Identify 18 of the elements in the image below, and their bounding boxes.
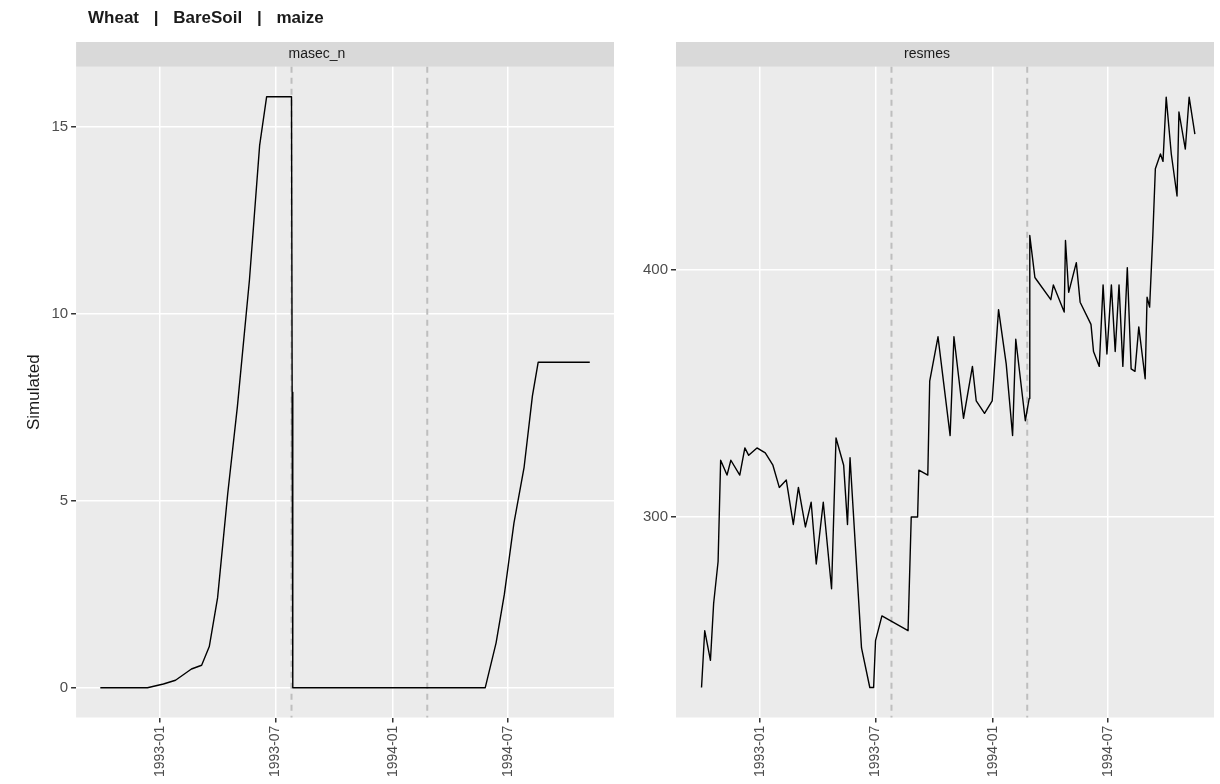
y-tick-label: 300 xyxy=(643,507,669,525)
x-tick-label: 1993-07 xyxy=(866,725,883,778)
y-axis-title: Simulated xyxy=(23,354,43,431)
x-tick-label: 1993-01 xyxy=(151,725,168,778)
y-tick-label: 0 xyxy=(59,677,69,695)
chart-subtitle: resmes xyxy=(904,45,950,62)
y-tick-label: 10 xyxy=(51,303,69,321)
x-tick-label: 1994-01 xyxy=(983,725,1000,778)
chart-subtitle: masec_n xyxy=(288,45,346,62)
chart-title: Wheat | BareSoil | maize xyxy=(88,8,324,29)
x-tick-label: 1994-01 xyxy=(383,725,400,778)
x-tick-label: 1993-01 xyxy=(751,725,768,778)
x-tick-label: 1994-07 xyxy=(499,725,516,778)
y-tick-label: 5 xyxy=(59,490,69,508)
y-tick-label: 15 xyxy=(51,116,69,134)
y-tick-label: 400 xyxy=(643,260,669,278)
x-tick-label: 1993-07 xyxy=(266,725,283,778)
x-tick-label: 1994-07 xyxy=(1099,725,1116,778)
